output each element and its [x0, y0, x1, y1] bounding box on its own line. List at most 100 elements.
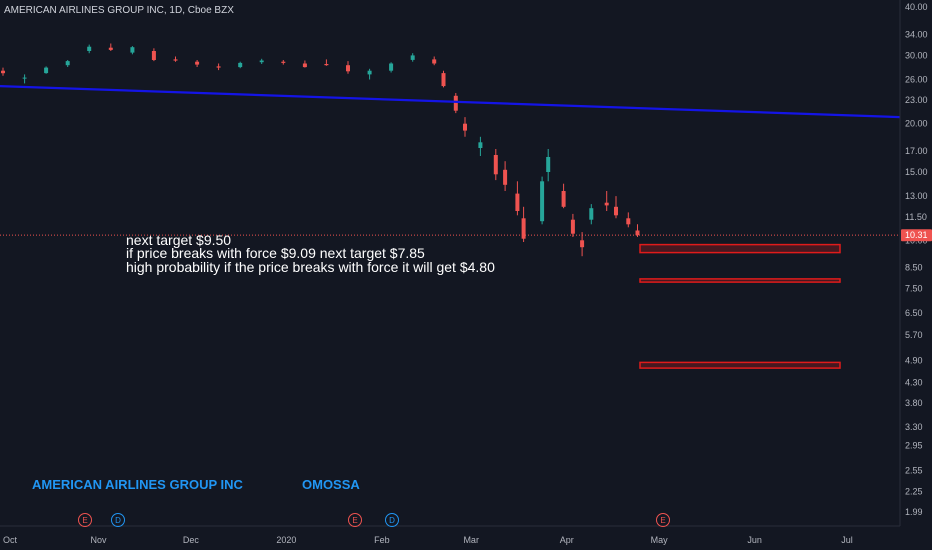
candle-body[interactable]: [561, 191, 566, 207]
time-tick-label: Dec: [183, 535, 200, 545]
price-tick-label: 2.95: [905, 441, 923, 451]
price-tick-label: 13.00: [905, 191, 928, 201]
price-tick-label: 4.30: [905, 377, 923, 387]
candle-body[interactable]: [478, 142, 483, 148]
candle-body[interactable]: [130, 47, 135, 53]
time-tick-label: Mar: [463, 535, 479, 545]
event-label: D: [115, 516, 121, 525]
price-tick-label: 8.50: [905, 263, 923, 273]
candle-body[interactable]: [521, 218, 526, 239]
price-tick-label: 6.50: [905, 308, 923, 318]
price-axis[interactable]: 40.00 34.00 30.00 26.00 23.00 20.00 17.00 15.00…: [905, 2, 928, 517]
candle-body[interactable]: [216, 66, 221, 68]
dividend-event-icon[interactable]: D: [385, 513, 399, 527]
last-price-badge: [901, 229, 932, 242]
candle-body[interactable]: [546, 157, 551, 172]
price-tick-label: 3.80: [905, 398, 923, 408]
candle-body[interactable]: [410, 55, 415, 60]
price-axis-bg: [900, 0, 932, 526]
candle-body[interactable]: [108, 47, 113, 50]
target-zone[interactable]: [639, 361, 841, 369]
price-tick-label: 3.30: [905, 422, 923, 432]
candle-body[interactable]: [173, 59, 178, 61]
note-line-2: if price breaks with force $9.09 next ta…: [126, 245, 425, 261]
candle-body[interactable]: [463, 123, 467, 131]
candle-body[interactable]: [432, 59, 437, 64]
price-tick-label: 17.00: [905, 146, 928, 156]
note-line-3: high probability if the price breaks wit…: [126, 259, 495, 275]
price-tick-label: 34.00: [905, 29, 928, 39]
candle-body[interactable]: [1, 70, 5, 74]
candle-body[interactable]: [44, 67, 49, 74]
note-line-1: next target $9.50: [126, 232, 231, 248]
event-label: E: [82, 516, 87, 525]
price-tick-label: 20.00: [905, 119, 928, 129]
candle-body[interactable]: [87, 46, 92, 51]
candle-body[interactable]: [346, 65, 350, 72]
candle-body[interactable]: [281, 61, 286, 63]
price-tick-label: 11.50: [905, 212, 927, 222]
candle-body[interactable]: [324, 64, 329, 66]
candle-body[interactable]: [589, 208, 594, 220]
watermark-symbol: AMERICAN AIRLINES GROUP INC: [32, 477, 244, 492]
candle-body[interactable]: [604, 202, 609, 206]
candle-body[interactable]: [367, 70, 372, 75]
candle-body[interactable]: [503, 169, 508, 185]
earnings-event-icon[interactable]: E: [78, 513, 92, 527]
target-zone[interactable]: [639, 243, 841, 254]
candle-body[interactable]: [389, 63, 394, 71]
time-tick-label: Nov: [90, 535, 107, 545]
candle-body[interactable]: [515, 193, 520, 211]
candles-layer[interactable]: [1, 43, 640, 257]
event-label: E: [660, 516, 665, 525]
event-label: E: [352, 516, 357, 525]
earnings-event-icon[interactable]: E: [348, 513, 362, 527]
time-tick-label: Jun: [747, 535, 762, 545]
time-tick-label: 2020: [276, 535, 296, 545]
price-tick-label: 30.00: [905, 50, 928, 60]
price-tick-label: 4.90: [905, 355, 923, 365]
price-tick-label: 2.25: [905, 486, 923, 496]
price-tick-label: 7.50: [905, 284, 923, 294]
candle-body[interactable]: [65, 61, 70, 66]
candle-body[interactable]: [441, 73, 446, 87]
candle-body[interactable]: [22, 77, 27, 79]
target-zones[interactable]: [639, 243, 841, 369]
candle-body[interactable]: [614, 206, 618, 216]
chart-title: AMERICAN AIRLINES GROUP INC, 1D, Cboe BZ…: [4, 5, 234, 16]
candle-body[interactable]: [635, 230, 640, 236]
dividend-event-icon[interactable]: D: [111, 513, 125, 527]
time-tick-label: May: [651, 535, 669, 545]
candle-body[interactable]: [238, 62, 243, 68]
candle-body[interactable]: [626, 218, 631, 225]
time-tick-label: Jul: [841, 535, 853, 545]
time-axis[interactable]: Oct Nov Dec 2020 Feb Mar Apr May Jun Jul: [3, 535, 853, 545]
earnings-event-icon[interactable]: E: [656, 513, 670, 527]
time-tick-label: Oct: [3, 535, 18, 545]
candle-body[interactable]: [493, 155, 498, 175]
candle-body[interactable]: [540, 181, 545, 222]
price-tick-label: 23.00: [905, 95, 928, 105]
candle-body[interactable]: [259, 60, 264, 63]
time-axis-bg: [0, 526, 932, 550]
candle-body[interactable]: [302, 63, 307, 68]
price-tick-label: 26.00: [905, 75, 928, 85]
candle-body[interactable]: [151, 51, 156, 60]
last-price-label: 10.31: [905, 230, 928, 240]
target-zone[interactable]: [639, 278, 841, 283]
candle-body[interactable]: [453, 95, 458, 111]
candle-body[interactable]: [570, 219, 575, 234]
price-tick-label: 1.99: [905, 507, 923, 517]
price-tick-label: 15.00: [905, 167, 928, 177]
price-tick-label: 40.00: [905, 2, 928, 12]
candle-body[interactable]: [580, 240, 585, 248]
price-tick-label: 2.55: [905, 465, 923, 475]
time-tick-label: Feb: [374, 535, 390, 545]
trendline[interactable]: [0, 85, 901, 119]
candle-body[interactable]: [195, 61, 200, 65]
price-tick-label: 5.70: [905, 330, 923, 340]
